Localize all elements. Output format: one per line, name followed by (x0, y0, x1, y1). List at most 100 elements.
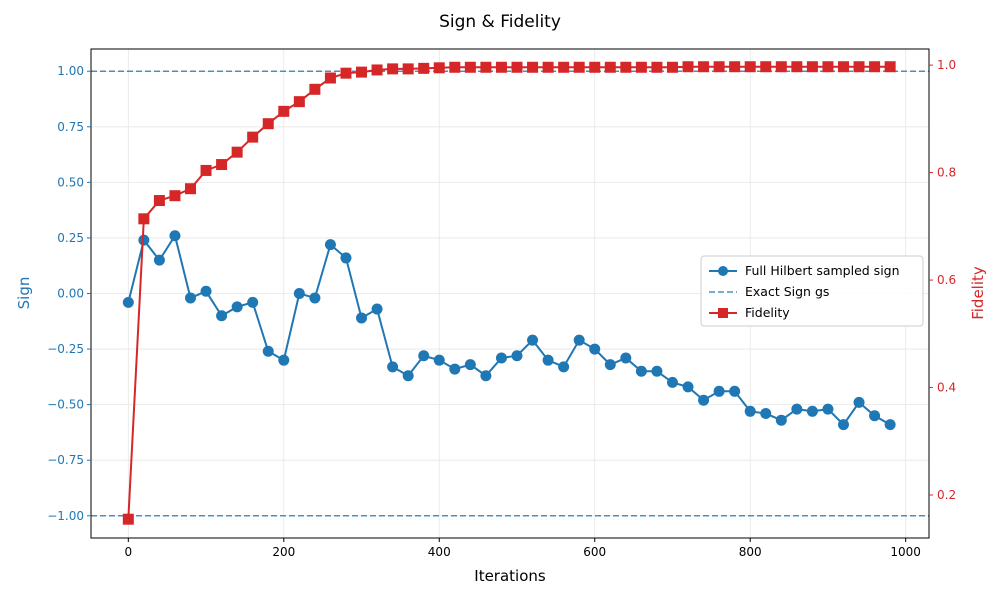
y-axis-right-label: Fidelity (969, 266, 987, 320)
sign-point-13 (324, 239, 336, 251)
y-axis-left-label: Sign (15, 277, 33, 310)
sign-point-44 (806, 405, 818, 417)
sign-point-3 (169, 230, 181, 242)
fidelity-point-40 (744, 61, 756, 73)
fidelity-point-49 (884, 61, 896, 73)
y-right-tick-label-3: 0.8 (937, 166, 956, 180)
y-left-tick-label-2: −0.50 (47, 398, 84, 412)
sign-point-27 (542, 354, 554, 366)
x-tick-label-2: 400 (428, 545, 451, 559)
y-axis-right-ticks: 0.2 0.4 0.6 0.8 1.0 (929, 58, 956, 502)
series-fidelity (122, 61, 896, 525)
x-axis-ticks: 0 200 400 600 800 1000 (124, 538, 921, 559)
fidelity-point-15 (356, 66, 368, 78)
sign-point-15 (356, 312, 368, 324)
sign-point-4 (185, 292, 197, 304)
fidelity-point-27 (542, 61, 554, 73)
x-tick-label-4: 800 (739, 545, 762, 559)
fidelity-point-35 (666, 61, 678, 73)
y-left-tick-label-8: 1.00 (57, 64, 84, 78)
fidelity-point-42 (775, 61, 787, 73)
fidelity-point-38 (713, 61, 725, 73)
fidelity-point-1 (138, 213, 150, 225)
y-left-tick-label-7: 0.75 (57, 120, 84, 134)
fidelity-point-39 (729, 61, 741, 73)
sign-point-9 (262, 345, 274, 357)
sign-point-31 (604, 359, 616, 371)
fidelity-point-29 (573, 61, 585, 73)
fidelity-point-32 (620, 61, 632, 73)
fidelity-point-48 (869, 61, 881, 73)
fidelity-point-4 (185, 183, 197, 195)
x-axis-label: Iterations (474, 567, 546, 585)
y-right-tick-label-0: 0.2 (937, 488, 956, 502)
y-axis-left-ticks: −1.00 −0.75 −0.50 −0.25 0.00 0.25 0.50 0.75 1.00 (47, 64, 91, 523)
y-left-tick-label-3: −0.25 (47, 342, 84, 356)
x-tick-label-3: 600 (583, 545, 606, 559)
fidelity-point-20 (433, 62, 445, 74)
fidelity-point-8 (247, 131, 259, 143)
fidelity-point-47 (853, 61, 865, 73)
fidelity-point-23 (480, 61, 492, 73)
fidelity-point-36 (682, 61, 694, 73)
fidelity-point-6 (216, 159, 228, 171)
sign-point-10 (278, 354, 290, 366)
sign-point-26 (527, 334, 539, 346)
sign-point-35 (666, 376, 678, 388)
fidelity-point-28 (558, 61, 570, 73)
legend-sign-label: Full Hilbert sampled sign (745, 263, 900, 278)
sign-point-23 (480, 370, 492, 382)
fidelity-point-21 (449, 61, 461, 73)
y-right-tick-label-4: 1.0 (937, 58, 956, 72)
sign-point-41 (760, 408, 772, 420)
sign-point-47 (853, 396, 865, 408)
y-left-tick-label-5: 0.25 (57, 231, 84, 245)
fidelity-point-12 (309, 83, 321, 95)
sign-point-20 (433, 354, 445, 366)
sign-point-45 (822, 403, 834, 415)
fidelity-point-25 (511, 61, 523, 73)
sign-point-21 (449, 363, 461, 375)
sign-point-39 (729, 385, 741, 397)
fidelity-point-13 (324, 72, 336, 84)
sign-point-46 (837, 419, 849, 431)
sign-point-19 (418, 350, 430, 362)
legend-sign-marker (718, 266, 728, 276)
sign-point-25 (511, 350, 523, 362)
fidelity-point-2 (153, 195, 165, 207)
fidelity-point-16 (371, 64, 383, 76)
fidelity-point-9 (262, 118, 274, 130)
y-left-tick-label-4: 0.00 (57, 287, 84, 301)
legend: Full Hilbert sampled sign Exact Sign gs … (700, 255, 924, 327)
sign-point-28 (558, 361, 570, 373)
fidelity-point-33 (635, 61, 647, 73)
x-tick-label-0: 0 (124, 545, 132, 559)
sign-point-2 (153, 254, 165, 266)
sign-point-49 (884, 419, 896, 431)
series-sign (122, 230, 896, 431)
fidelity-point-14 (340, 67, 352, 79)
y-left-tick-label-1: −0.75 (47, 453, 84, 467)
sign-point-43 (791, 403, 803, 415)
sign-point-37 (698, 394, 710, 406)
sign-point-5 (200, 285, 212, 297)
sign-point-36 (682, 381, 694, 393)
legend-fidelity-label: Fidelity (745, 305, 790, 320)
y-left-tick-label-0: −1.00 (47, 509, 84, 523)
fidelity-point-34 (651, 61, 663, 73)
fidelity-point-46 (837, 61, 849, 73)
sign-point-14 (340, 252, 352, 264)
sign-point-29 (573, 334, 585, 346)
fidelity-point-19 (418, 62, 430, 74)
sign-point-22 (464, 359, 476, 371)
sign-point-30 (589, 343, 601, 355)
x-tick-label-5: 1000 (890, 545, 921, 559)
fidelity-point-3 (169, 190, 181, 202)
sign-point-42 (775, 414, 787, 426)
fidelity-point-10 (278, 105, 290, 117)
y-right-tick-label-2: 0.6 (937, 273, 956, 287)
y-left-tick-label-6: 0.50 (57, 175, 84, 189)
sign-point-40 (744, 405, 756, 417)
fidelity-point-45 (822, 61, 834, 73)
sign-point-38 (713, 385, 725, 397)
